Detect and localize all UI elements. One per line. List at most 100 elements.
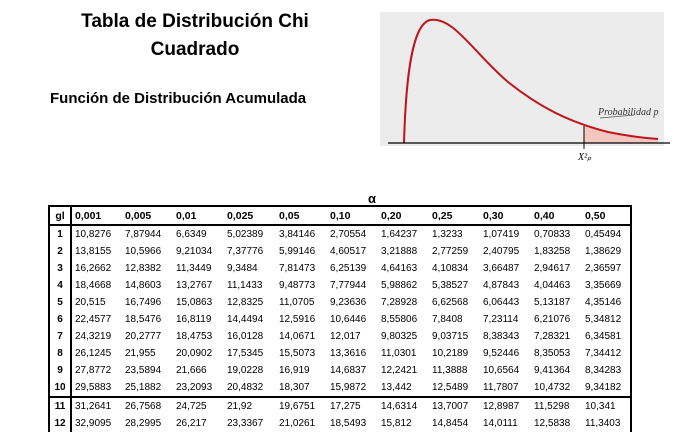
- alpha-column-header: 0,30: [480, 205, 531, 226]
- alpha-column-header: 0,50: [582, 205, 631, 226]
- critical-value-cell: 5,99146: [279, 246, 316, 257]
- critical-value-cell: 0,70833: [534, 229, 571, 240]
- critical-value-cell: 9,48773: [279, 280, 316, 291]
- critical-value-cell: 11,7807: [483, 382, 519, 393]
- critical-value-cell: 24,725: [173, 396, 224, 415]
- critical-value-cell: 9,03715: [432, 331, 469, 342]
- critical-value-cell: 3,35669: [585, 280, 622, 291]
- critical-value-cell: 4,64163: [381, 263, 418, 274]
- critical-value-cell: 4,87843: [483, 280, 520, 291]
- df-cell: 5: [49, 294, 72, 311]
- critical-value-cell: 6,34581: [585, 331, 622, 342]
- critical-value-cell: 20,515: [75, 297, 106, 308]
- critical-value-cell: 2,94617: [534, 263, 571, 274]
- alpha-column-header: 0,25: [429, 205, 480, 226]
- critical-value-cell: 18,5476: [125, 314, 162, 325]
- critical-value-cell: 8,34283: [585, 365, 622, 376]
- critical-value-cell: 12,8325: [227, 297, 264, 308]
- critical-value-cell: 16,8119: [176, 314, 212, 325]
- critical-value-cell: 12,2421: [381, 365, 418, 376]
- critical-value-cell: 26,1245: [75, 348, 112, 359]
- density-curve: [403, 18, 659, 144]
- table-row: 3 16,2662 12,8382 11,3449 9,3484 7,81473 6,251…: [49, 260, 631, 277]
- critical-value-cell: 5,34812: [585, 314, 622, 325]
- critical-value-cell: 9,52446: [483, 348, 520, 359]
- df-cell: 8: [49, 345, 72, 362]
- critical-value-cell: 16,0128: [227, 331, 264, 342]
- critical-value-cell: 10,5966: [125, 246, 162, 257]
- critical-value-cell: 1,38629: [585, 246, 622, 257]
- critical-value-cell: 9,34182: [585, 382, 622, 393]
- df-cell: 2: [49, 243, 72, 260]
- critical-value-cell: 10,2189: [432, 348, 469, 359]
- critical-value-cell: 29,5883: [75, 382, 112, 393]
- df-cell: 11: [49, 396, 72, 415]
- df-cell: 7: [49, 328, 72, 345]
- critical-value-cell: 9,23636: [330, 297, 367, 308]
- critical-value-cell: 27,8772: [75, 365, 112, 376]
- critical-value-cell: 22,4577: [75, 314, 112, 325]
- critical-value-cell: 32,9095: [75, 418, 112, 429]
- critical-value-cell: 15,9872: [330, 382, 367, 393]
- critical-value-cell: 17,275: [327, 396, 378, 415]
- df-cell: 4: [49, 277, 72, 294]
- critical-value-cell: 10,341: [582, 396, 631, 415]
- alpha-column-header: 0,025: [224, 205, 276, 226]
- critical-value-cell: 18,4668: [75, 280, 112, 291]
- critical-value-cell: 14,0111: [483, 418, 518, 429]
- alpha-column-header: 0,005: [122, 205, 173, 226]
- figure-background: [380, 12, 664, 146]
- critical-value-cell: 21,955: [125, 348, 156, 359]
- critical-value-cell: 9,3484: [227, 263, 258, 274]
- critical-value-cell: 17,5345: [227, 348, 264, 359]
- critical-value-cell: 1,64237: [381, 229, 418, 240]
- critical-value-cell: 11,3403: [585, 418, 621, 429]
- critical-value-cell: 11,3888: [432, 365, 468, 376]
- critical-value-cell: 14,8603: [125, 280, 162, 291]
- critical-value-cell: 20,4832: [227, 382, 264, 393]
- critical-value-cell: 15,5073: [279, 348, 316, 359]
- df-cell: 10: [49, 379, 72, 397]
- critical-value-cell: 15,812: [381, 418, 412, 429]
- critical-value-cell: 2,40795: [483, 246, 520, 257]
- critical-value-cell: 13,2767: [176, 280, 213, 291]
- critical-value-cell: 7,28321: [534, 331, 571, 342]
- critical-value-cell: 11,0301: [381, 348, 417, 359]
- table-row: 8 26,1245 21,955 20,0902 17,5345 15,5073 13,36…: [49, 345, 631, 362]
- critical-value-cell: 5,02389: [227, 229, 264, 240]
- table-row: 6 22,4577 18,5476 16,8119 14,4494 12,5916 10,6…: [49, 311, 631, 328]
- critical-value-cell: 14,6837: [330, 365, 367, 376]
- critical-value-cell: 20,2777: [125, 331, 162, 342]
- critical-value-cell: 20,0902: [176, 348, 213, 359]
- critical-value-cell: 10,8276: [75, 229, 112, 240]
- critical-value-cell: 7,23114: [483, 314, 519, 325]
- table-row: 12 32,9095 28,2995 26,217 23,3367 21,0261 18,5…: [49, 415, 631, 432]
- alpha-symbol: α: [368, 191, 376, 206]
- critical-value-cell: 5,13187: [534, 297, 571, 308]
- table-row: 4 18,4668 14,8603 13,2767 11,1433 9,48773 7,77…: [49, 277, 631, 294]
- critical-value-cell: 31,2641: [71, 396, 122, 415]
- df-cell: 6: [49, 311, 72, 328]
- critical-value-cell: 6,25139: [330, 263, 367, 274]
- critical-value-cell: 13,3616: [330, 348, 367, 359]
- critical-value-cell: 1,3233: [432, 229, 463, 240]
- critical-value-cell: 16,7496: [125, 297, 162, 308]
- critical-value-cell: 3,21888: [381, 246, 418, 257]
- critical-value-cell: 7,87944: [125, 229, 162, 240]
- critical-value-cell: 2,70554: [330, 229, 367, 240]
- probability-pointer: [599, 114, 635, 119]
- alpha-column-header: 0,20: [378, 205, 429, 226]
- table-row: 7 24,3219 20,2777 18,4753 16,0128 14,0671 12,0…: [49, 328, 631, 345]
- critical-value-cell: 13,442: [381, 382, 412, 393]
- critical-value-cell: 26,217: [176, 418, 207, 429]
- critical-value-cell: 12,5916: [279, 314, 316, 325]
- df-cell: 3: [49, 260, 72, 277]
- critical-value-cell: 6,06443: [483, 297, 520, 308]
- critical-value-cell: 14,4494: [227, 314, 264, 325]
- critical-value-cell: 12,5489: [432, 382, 469, 393]
- chi-square-density-figure: Probabilidad p X²ₚ: [380, 12, 670, 163]
- critical-value-cell: 4,60517: [330, 246, 367, 257]
- critical-value-cell: 6,6349: [176, 229, 207, 240]
- critical-value-cell: 16,2662: [75, 263, 112, 274]
- critical-value-cell: 23,2093: [176, 382, 213, 393]
